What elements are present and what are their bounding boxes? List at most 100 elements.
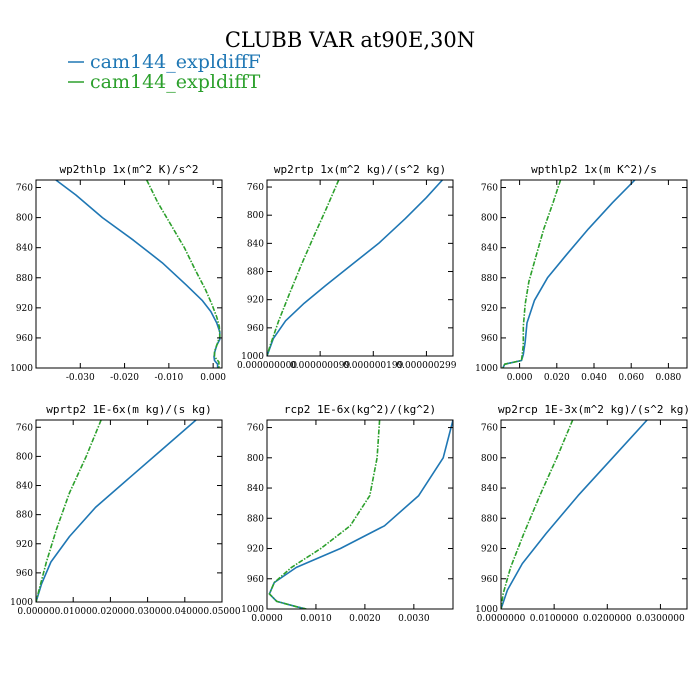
x-tick-label: 0.080	[656, 373, 682, 383]
y-tick-label: 1000	[241, 352, 264, 362]
y-tick-label: 920	[481, 545, 498, 555]
x-tick-label: 0.060	[618, 373, 644, 383]
x-tick-label: 0.0300000	[636, 614, 685, 624]
y-tick-label: 760	[247, 183, 264, 193]
panel-1: wp2rtp 1x(m^2 kg)/(s^2 kg) 760 800 840 880 92…	[237, 163, 457, 371]
y-tick-label: 920	[481, 304, 498, 314]
y-tick-label: 880	[481, 514, 498, 524]
panel-grid: wp2thlp 1x(m^2 K)/s^2 760 800 840 880 920 960 1…	[10, 163, 690, 624]
x-tick-label: 0.0200000	[583, 614, 632, 624]
series-line-1	[267, 180, 340, 356]
y-tick-label: 800	[481, 214, 498, 224]
x-tick-label: 0.0100000	[530, 614, 579, 624]
y-tick-label: 960	[481, 334, 498, 344]
panel-0: wp2thlp 1x(m^2 K)/s^2 760 800 840 880 920 960 1…	[10, 163, 226, 383]
x-tick-label: 0.000000299	[396, 361, 456, 371]
legend-item-0: cam144_expldiffF	[68, 51, 261, 73]
y-tick-label: 1000	[475, 605, 498, 615]
y-tick-label: 920	[247, 545, 264, 555]
series-line-1	[36, 420, 102, 602]
y-tick-label: 800	[247, 211, 264, 221]
legend-item-1: cam144_expldiffT	[68, 71, 261, 93]
y-tick-label: 800	[16, 452, 33, 462]
x-tick-label: -0.010	[154, 373, 183, 383]
y-tick-label: 760	[481, 424, 498, 434]
y-tick-label: 920	[247, 296, 264, 306]
x-tick-label: -0.020	[110, 373, 139, 383]
y-tick-label: 840	[247, 239, 264, 249]
legend-label-1: cam144_expldiffT	[90, 71, 261, 93]
x-tick-label: 0.0000000	[477, 614, 526, 624]
y-tick-label: 960	[247, 575, 264, 585]
x-tick-label: 0.0030	[398, 614, 430, 624]
y-tick-label: 1000	[475, 364, 498, 374]
plot-frame	[35, 419, 223, 603]
y-tick-label: 960	[16, 334, 33, 344]
x-tick-label: 0.01000	[55, 607, 92, 617]
x-tick-label: 0.000000000	[237, 361, 297, 371]
y-tick-label: 760	[16, 184, 33, 194]
x-tick-label: 0.000000199	[343, 361, 403, 371]
series-line-1	[501, 420, 574, 609]
plot-frame	[266, 179, 454, 357]
series-line-0	[36, 420, 197, 602]
legend: cam144_expldiffF cam144_expldiffT	[68, 51, 261, 93]
y-tick-label: 1000	[10, 364, 33, 374]
x-tick-label: 0.05000	[203, 607, 240, 617]
y-tick-label: 840	[481, 244, 498, 254]
x-tick-label: 0.000	[507, 373, 533, 383]
panel-title: wpthlp2 1x(m K^2)/s	[531, 163, 657, 176]
series-group	[55, 180, 221, 368]
series-line-0	[502, 180, 636, 368]
series-line-1	[145, 180, 221, 368]
x-tick-label: 0.0020	[349, 614, 381, 624]
series-group	[267, 180, 443, 356]
plot-frame	[266, 419, 454, 610]
plot-frame	[35, 179, 223, 369]
panel-2: wpthlp2 1x(m K^2)/s 760 800 840 880 920 960 100…	[475, 163, 688, 383]
legend-label-0: cam144_expldiffF	[90, 51, 261, 73]
figure-title: CLUBB VAR at90E,30N	[225, 28, 475, 52]
y-tick-label: 800	[481, 454, 498, 464]
y-tick-label: 880	[16, 274, 33, 284]
panel-title: wp2rcp 1E-3x(m^2 kg)/(s^2 kg)	[498, 403, 690, 416]
x-tick-label: 0.04000	[166, 607, 203, 617]
y-tick-label: 840	[481, 484, 498, 494]
y-tick-label: 880	[16, 511, 33, 521]
y-tick-label: 840	[16, 244, 33, 254]
y-tick-label: 840	[16, 482, 33, 492]
series-group	[268, 420, 453, 609]
x-tick-label: 0.0000	[251, 614, 283, 624]
x-tick-label: 0.0010	[300, 614, 332, 624]
x-tick-label: 0.000	[200, 373, 226, 383]
y-tick-label: 960	[247, 324, 264, 334]
x-tick-label: -0.030	[66, 373, 95, 383]
series-line-0	[267, 180, 443, 356]
series-line-0	[55, 180, 221, 368]
panel-title: wp2rtp 1x(m^2 kg)/(s^2 kg)	[274, 163, 446, 176]
y-tick-label: 1000	[10, 598, 33, 608]
panel-title: wprtp2 1E-6x(m kg)/(s kg)	[46, 403, 212, 416]
y-tick-label: 1000	[241, 605, 264, 615]
panel-title: rcp2 1E-6x(kg^2)/(kg^2)	[284, 403, 436, 416]
series-line-0	[268, 420, 453, 609]
panel-title: wp2thlp 1x(m^2 K)/s^2	[59, 163, 198, 176]
y-tick-label: 840	[247, 484, 264, 494]
plot-frame	[500, 179, 688, 369]
series-group	[36, 420, 197, 602]
panel-4: rcp2 1E-6x(kg^2)/(kg^2) 760 800 840 880 920 96…	[241, 403, 454, 624]
x-tick-label: 0.03000	[129, 607, 166, 617]
y-tick-label: 760	[16, 423, 33, 433]
y-tick-label: 960	[16, 569, 33, 579]
y-tick-label: 800	[16, 214, 33, 224]
series-group	[501, 420, 648, 609]
series-line-0	[501, 420, 648, 609]
y-tick-label: 760	[247, 424, 264, 434]
series-group	[502, 180, 636, 368]
x-tick-label: 0.020	[544, 373, 570, 383]
y-tick-label: 960	[481, 575, 498, 585]
x-tick-label: 0.00000	[17, 607, 54, 617]
panel-5: wp2rcp 1E-3x(m^2 kg)/(s^2 kg)760 800 840 88…	[475, 403, 690, 624]
y-tick-label: 760	[481, 184, 498, 194]
